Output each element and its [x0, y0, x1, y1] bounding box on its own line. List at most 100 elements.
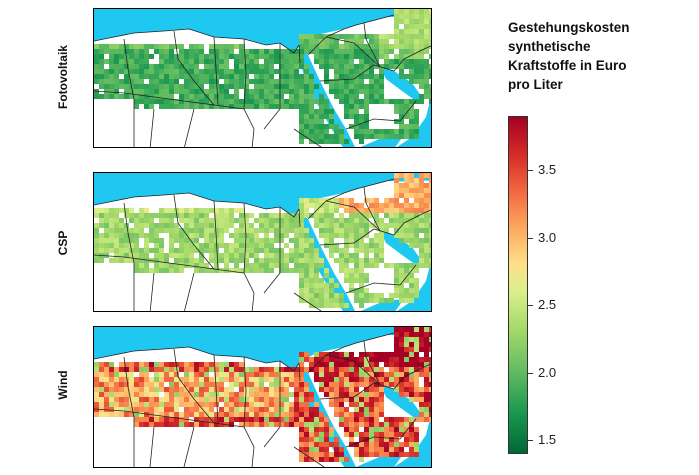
cost-cell: [404, 437, 409, 442]
cost-cell: [399, 173, 404, 178]
cost-cell: [384, 372, 389, 377]
cost-cell: [139, 402, 144, 407]
cost-cell: [264, 104, 269, 109]
cost-cell: [344, 422, 349, 427]
cost-cell: [319, 412, 324, 417]
cost-cell: [399, 233, 404, 238]
cost-cell: [109, 243, 114, 248]
cost-cell: [279, 99, 284, 104]
cost-cell: [369, 208, 374, 213]
cost-cell: [309, 109, 314, 114]
cost-cell: [174, 412, 179, 417]
cost-cell: [104, 233, 109, 238]
cost-cell: [359, 357, 364, 362]
cost-cell: [154, 402, 159, 407]
cost-cell: [284, 84, 289, 89]
cost-cell: [429, 54, 431, 59]
cost-cell: [329, 223, 334, 228]
cost-cell: [314, 84, 319, 89]
cost-cell: [354, 44, 359, 49]
cost-cell: [364, 49, 369, 54]
cost-cell: [429, 258, 431, 263]
cost-cell: [219, 362, 224, 367]
cost-cell: [424, 387, 429, 392]
cost-cell: [339, 412, 344, 417]
cost-cell: [399, 203, 404, 208]
cost-cell: [234, 258, 239, 263]
cost-cell: [164, 407, 169, 412]
cost-cell: [344, 377, 349, 382]
cost-cell: [134, 248, 139, 253]
cost-cell: [334, 283, 339, 288]
cost-cell: [99, 377, 104, 382]
cost-cell: [189, 79, 194, 84]
cost-cell: [174, 397, 179, 402]
cost-cell: [224, 44, 229, 49]
cost-cell: [299, 34, 304, 39]
cost-cell: [239, 397, 244, 402]
cost-cell: [109, 233, 114, 238]
cost-cell: [164, 218, 169, 223]
cost-cell: [284, 402, 289, 407]
cost-cell: [279, 54, 284, 59]
cost-cell: [349, 39, 354, 44]
cost-cell: [354, 134, 359, 139]
cost-cell: [224, 362, 229, 367]
cost-cell: [379, 442, 384, 447]
cost-cell: [179, 64, 184, 69]
cost-cell: [224, 223, 229, 228]
cost-cell: [134, 84, 139, 89]
cost-cell: [404, 203, 409, 208]
cost-cell: [299, 218, 304, 223]
cost-cell: [414, 377, 419, 382]
cost-cell: [299, 298, 304, 303]
cost-cell: [304, 79, 309, 84]
cost-cell: [319, 59, 324, 64]
cost-cell: [429, 238, 431, 243]
cost-cell: [94, 377, 99, 382]
cost-cell: [299, 367, 304, 372]
cost-cell: [234, 218, 239, 223]
cost-cell: [404, 99, 409, 104]
cost-cell: [364, 442, 369, 447]
cost-cell: [99, 243, 104, 248]
cost-cell: [209, 84, 214, 89]
cost-cell: [134, 59, 139, 64]
cost-cell: [124, 59, 129, 64]
cost-cell: [429, 29, 431, 34]
cost-cell: [279, 367, 284, 372]
cost-cell: [304, 238, 309, 243]
cost-cell: [179, 387, 184, 392]
cost-cell: [259, 84, 264, 89]
cost-cell: [239, 402, 244, 407]
cost-cell: [204, 268, 209, 273]
cost-cell: [419, 24, 424, 29]
cost-cell: [404, 213, 409, 218]
cost-cell: [369, 442, 374, 447]
cost-cell: [204, 263, 209, 268]
cost-cell: [429, 213, 431, 218]
cost-cell: [384, 129, 389, 134]
cost-cell: [304, 298, 309, 303]
cost-cell: [339, 392, 344, 397]
cost-cell: [299, 407, 304, 412]
cost-cell: [109, 238, 114, 243]
cost-cell: [309, 99, 314, 104]
cost-cell: [369, 44, 374, 49]
cost-cell: [379, 223, 384, 228]
cost-cell: [164, 44, 169, 49]
cost-cell: [414, 347, 419, 352]
cost-cell: [424, 193, 429, 198]
cost-cell: [189, 223, 194, 228]
cost-cell: [279, 268, 284, 273]
cost-cell: [324, 377, 329, 382]
cost-cell: [399, 342, 404, 347]
cost-cell: [339, 372, 344, 377]
cost-cell: [339, 129, 344, 134]
cost-cell: [339, 89, 344, 94]
cost-cell: [229, 94, 234, 99]
cost-cell: [254, 387, 259, 392]
cost-cell: [184, 49, 189, 54]
country-border: [263, 43, 281, 130]
cost-cell: [204, 397, 209, 402]
